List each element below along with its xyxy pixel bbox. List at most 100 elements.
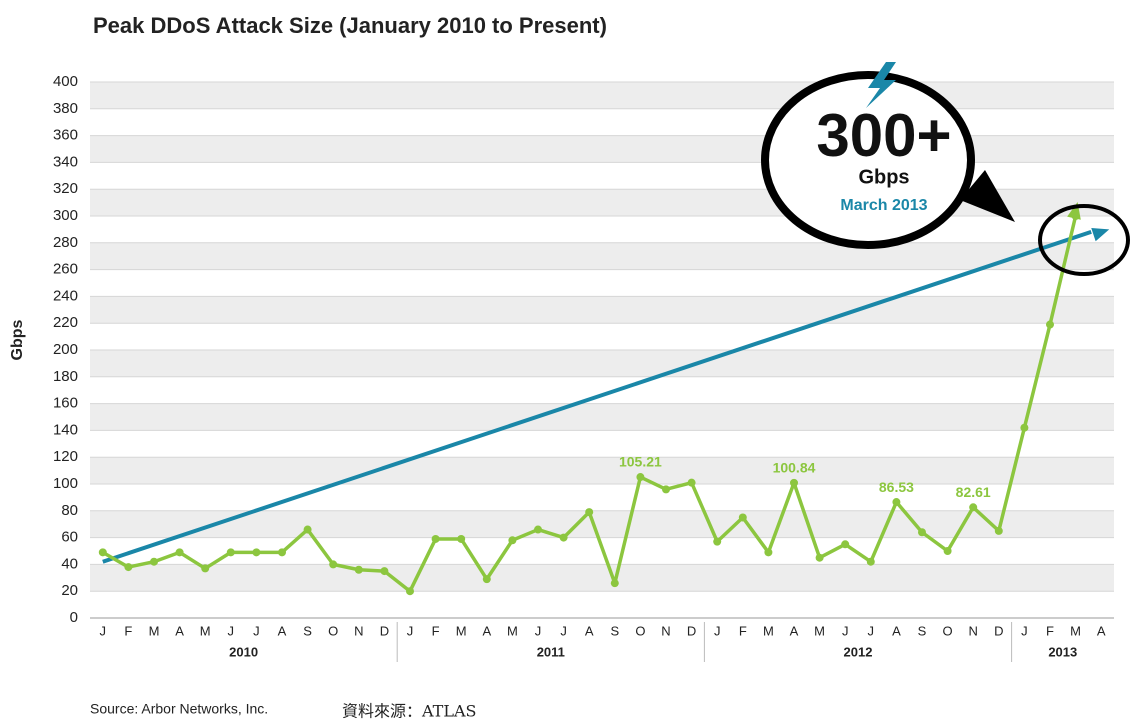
- callout-value: 300+: [816, 102, 951, 169]
- y-tick-label: 300: [53, 207, 78, 224]
- x-tick-label: D: [994, 623, 1003, 638]
- grid-stripe: [90, 82, 1114, 109]
- data-point: [662, 485, 670, 494]
- x-tick-label: J: [100, 623, 107, 638]
- x-tick-label: J: [1021, 623, 1028, 638]
- y-tick-label: 280: [53, 234, 78, 251]
- y-tick-label: 140: [53, 421, 78, 438]
- x-tick-label: F: [739, 623, 747, 638]
- y-tick-label: 260: [53, 261, 78, 278]
- data-point: [329, 560, 338, 569]
- data-point: [380, 567, 389, 576]
- y-tick-label: 320: [53, 180, 78, 197]
- y-tick-label: 340: [53, 153, 78, 170]
- data-point: [457, 534, 466, 543]
- year-label: 2013: [1048, 644, 1077, 659]
- data-point: [226, 548, 235, 557]
- data-point: [815, 553, 824, 562]
- data-point: [994, 526, 1003, 535]
- y-tick-label: 380: [53, 100, 78, 117]
- data-point: [508, 536, 517, 545]
- trend-line: [102, 230, 1092, 564]
- data-point: [534, 525, 542, 534]
- x-tick-label: A: [278, 623, 287, 638]
- data-point: [943, 547, 952, 555]
- x-tick-label: S: [918, 623, 927, 638]
- x-tick-label: J: [714, 623, 721, 638]
- y-tick-label: 100: [53, 475, 78, 492]
- highlight-circle: [1038, 204, 1130, 276]
- x-tick-label: J: [560, 623, 567, 638]
- x-tick-label: J: [228, 623, 235, 638]
- x-tick-label: J: [842, 623, 849, 638]
- y-tick-label: 400: [53, 73, 78, 90]
- x-tick-label: N: [969, 623, 978, 638]
- year-label: 2010: [229, 644, 258, 659]
- x-tick-label: M: [456, 623, 467, 638]
- x-tick-label: A: [175, 623, 184, 638]
- x-tick-label: F: [1046, 623, 1054, 638]
- data-point: [150, 557, 158, 566]
- x-tick-label: S: [610, 623, 619, 638]
- data-point: [303, 525, 312, 534]
- x-tick-label: J: [407, 623, 414, 638]
- callout-unit: Gbps: [858, 166, 909, 188]
- data-point: [866, 557, 875, 566]
- y-tick-label: 80: [61, 502, 78, 519]
- y-tick-label: 180: [53, 368, 78, 385]
- lightning-icon: [866, 62, 896, 108]
- x-tick-label: O: [635, 623, 645, 638]
- data-point: [918, 528, 926, 537]
- data-label: 100.84: [773, 460, 816, 476]
- x-tick-label: M: [763, 623, 774, 638]
- data-point: [278, 548, 286, 557]
- x-tick-label: A: [585, 623, 594, 638]
- x-tick-label: F: [124, 623, 132, 638]
- source: Source: Arbor Networks, Inc.: [90, 701, 268, 717]
- data-point: [559, 533, 568, 542]
- year-label: 2011: [537, 644, 565, 659]
- callout: 300+ Gbps March 2013: [761, 62, 1015, 249]
- chart-title: Peak DDoS Attack Size (January 2010 to P…: [93, 13, 607, 38]
- x-tick-label: N: [661, 623, 670, 638]
- callout-bubble: [761, 71, 975, 249]
- grid-stripe: [90, 296, 1114, 324]
- data-point: [790, 478, 798, 487]
- y-tick-label: 0: [70, 609, 78, 626]
- data-point: [431, 534, 440, 543]
- data-point: [124, 563, 133, 572]
- y-tick-label: 60: [61, 529, 78, 546]
- data-label: 105.21: [619, 454, 662, 470]
- x-tick-label: M: [1070, 623, 1081, 638]
- x-tick-label: J: [535, 623, 542, 638]
- y-tick-label: 220: [53, 314, 78, 331]
- data-point: [482, 575, 491, 584]
- grid-stripe: [90, 510, 1114, 538]
- x-tick-label: A: [790, 623, 799, 638]
- data-point: [841, 540, 850, 549]
- data-label: 86.53: [879, 479, 914, 495]
- data-point: [610, 579, 619, 588]
- data-point: [175, 548, 184, 557]
- x-tick-label: A: [482, 623, 491, 638]
- x-tick-label: M: [507, 623, 518, 638]
- year-label: 2012: [844, 644, 873, 659]
- y-tick-label: 360: [53, 127, 78, 144]
- data-point: [1046, 320, 1054, 329]
- x-tick-label: A: [892, 623, 901, 638]
- data-point: [354, 565, 363, 574]
- grid-stripe: [90, 242, 1114, 270]
- grid-stripe: [90, 564, 1114, 592]
- x-tick-label: F: [432, 623, 440, 638]
- x-tick-label: M: [149, 623, 160, 638]
- y-tick-label: 240: [53, 287, 78, 304]
- y-tick-label: 40: [61, 555, 78, 572]
- y-tick-label: 200: [53, 341, 78, 358]
- note: 資料來源：ATLAS: [342, 702, 477, 721]
- grid-stripe: [90, 350, 1114, 377]
- x-tick-label: M: [814, 623, 825, 638]
- callout-date: March 2013: [840, 197, 927, 214]
- x-tick-label: D: [687, 623, 696, 638]
- data-point: [713, 537, 722, 546]
